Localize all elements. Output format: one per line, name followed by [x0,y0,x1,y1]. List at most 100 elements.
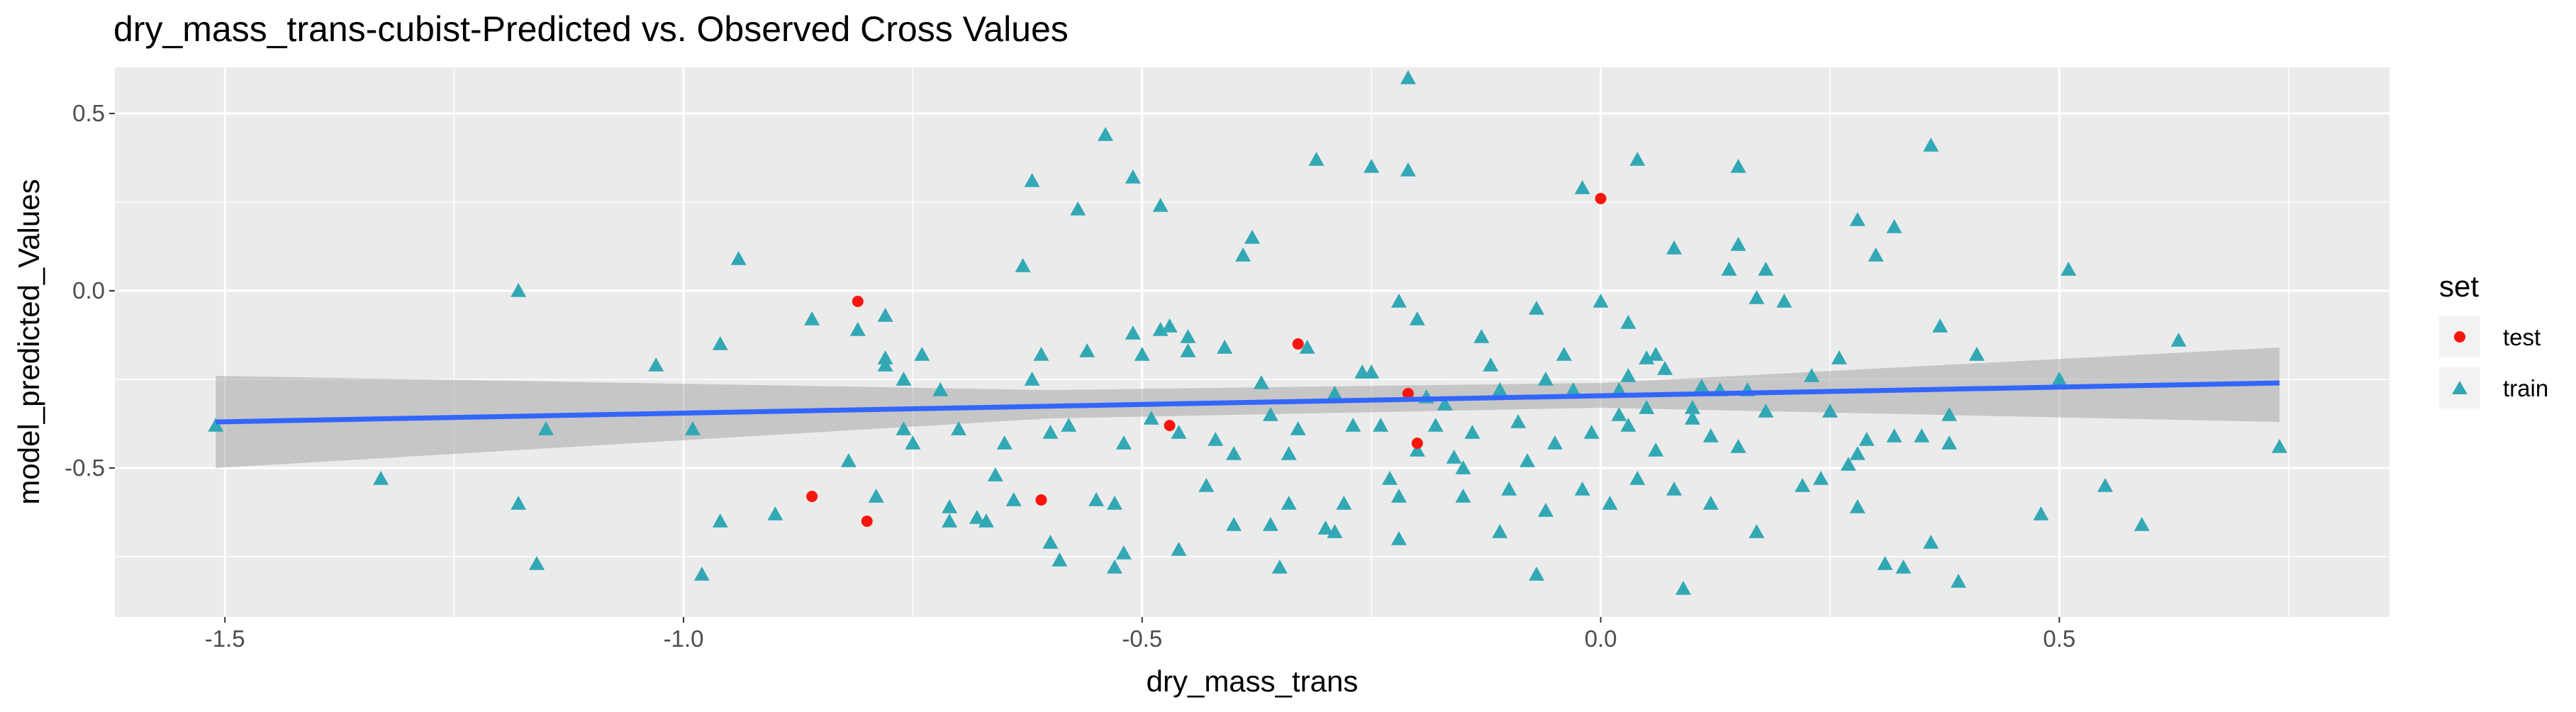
train-point [1281,496,1297,510]
test-point [1292,338,1304,350]
train-point [1758,404,1774,418]
train-point [1721,262,1737,276]
x-tick-label: -0.5 [1122,625,1162,652]
train-point [2170,333,2187,347]
train-point [1840,457,1856,471]
test-point [1595,193,1607,204]
train-point [896,421,912,435]
train-point [978,513,994,528]
fit-line [216,380,2280,425]
train-point [2134,517,2150,531]
train-point [1492,382,1508,396]
train-point [767,506,784,521]
train-point [2051,372,2068,386]
train-point [1730,439,1746,453]
train-point [1208,432,1224,446]
train-point [1776,294,1792,308]
train-point [1033,347,1049,361]
y-tick-label: 0.5 [72,100,105,126]
train-point [1849,499,1866,513]
train-point [868,489,884,503]
train-point [1849,212,1866,226]
train-point [1730,237,1746,251]
train-point [1262,517,1278,531]
train-point [1537,503,1554,517]
x-axis: -1.5 -1.0 -0.5 0.0 0.5 [205,617,2075,652]
train-point [1125,169,1141,184]
train-point [1620,315,1637,329]
train-point [896,372,912,386]
train-point [1161,318,1178,333]
fit-line-layer [216,380,2280,425]
train-point [1813,471,1829,485]
train-point [1015,258,1031,272]
train-point [1217,340,1233,354]
train-point [693,567,710,581]
test-point [1035,494,1047,506]
y-axis-title: model_predicted_Values [12,179,45,504]
train-point [1106,496,1122,510]
train-point [1409,443,1425,457]
train-point [1327,524,1343,538]
test-point [806,491,818,502]
train-point [1758,262,1774,276]
train-point [1657,361,1673,375]
train-point [1951,574,1967,588]
train-point [1574,482,1590,496]
train-point [730,251,747,265]
train-point [1052,552,1068,567]
train-point [684,421,701,435]
train-point [1098,127,1114,141]
train-point [1226,517,1242,531]
train-point [877,308,893,322]
train-point [1364,159,1380,173]
y-tick-label: 0.0 [72,277,105,304]
train-point [1271,560,1288,574]
train-point [1400,70,1416,84]
train-point [1914,428,1930,443]
train-point [1336,496,1352,510]
train-point [1115,545,1132,560]
train-point [1648,347,1664,361]
train-point [1327,386,1343,400]
test-point [1402,388,1414,399]
legend-label-test: test [2503,324,2541,350]
train-point [1611,382,1627,396]
train-point [1675,581,1691,595]
train-point [1464,425,1481,439]
train-point [1702,428,1719,443]
confidence-band [216,347,2280,468]
legend-key-train-marker [2452,381,2468,394]
train-point [1180,343,1196,357]
train-point [1510,414,1527,428]
train-point [1390,489,1407,503]
train-point [932,382,949,396]
train-point [1427,418,1444,432]
train-point [2061,262,2077,276]
x-axis-title: dry_mass_trans [1147,664,1359,698]
train-point [1574,180,1590,194]
train-point [1253,375,1269,389]
train-point [1088,492,1105,506]
train-point [1941,435,1958,450]
train-point [905,435,921,450]
train-point [942,513,958,528]
train-point [969,510,985,524]
train-point [877,357,893,372]
train-point [511,496,527,510]
train-point [1024,173,1040,187]
train-point [1620,418,1637,432]
train-point [1795,478,1811,492]
test-point [1411,438,1423,449]
test-point [852,296,864,307]
chart-title: dry_mass_trans-cubist-Predicted vs. Obse… [113,9,1069,49]
train-point [1546,435,1563,450]
x-tick-label: -1.5 [205,625,245,652]
train-point [1666,482,1683,496]
train-point [1730,159,1746,173]
legend-label-train: train [2503,375,2548,401]
train-point [1281,446,1297,460]
train-point [1923,138,1939,152]
train-point [529,556,545,570]
train-point [1115,435,1132,450]
